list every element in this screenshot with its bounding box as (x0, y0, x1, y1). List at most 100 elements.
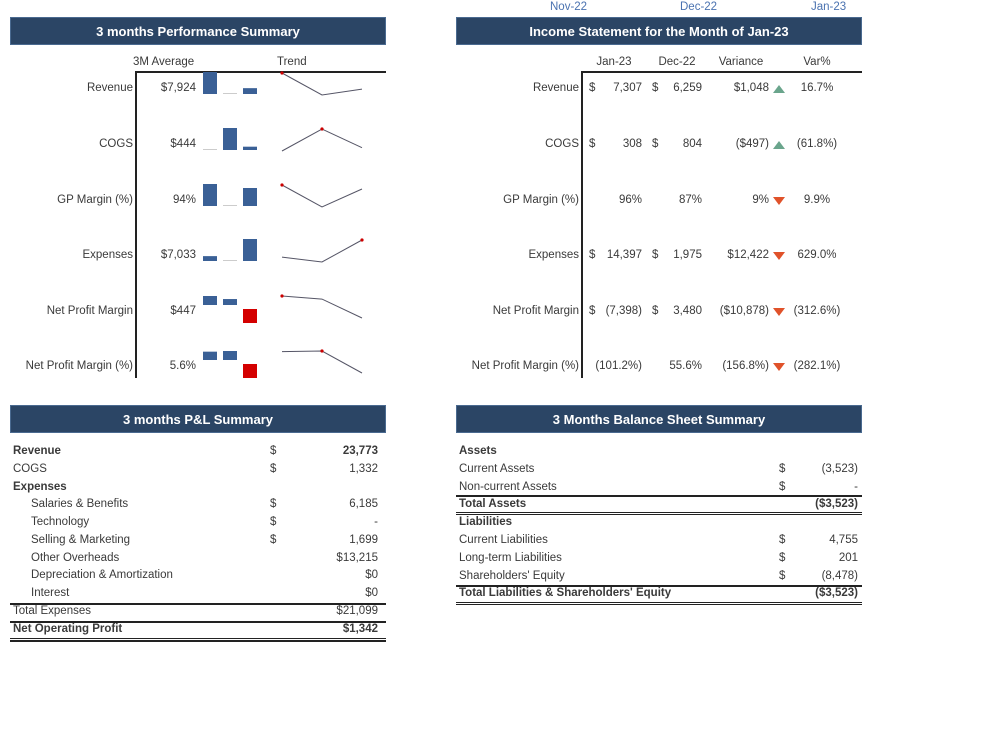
variance-percent: 629.0% (797, 249, 837, 261)
pl-value: $13,215 (336, 551, 378, 564)
trend-marker (280, 71, 284, 75)
trend-line (281, 184, 363, 208)
trend-column-sparkline (203, 128, 257, 150)
metric-label: GP Margin (%) (57, 194, 133, 206)
previous-month-value: 804 (682, 138, 702, 150)
variance-percent: (61.8%) (796, 138, 838, 150)
variance-value: (156.8%) (722, 360, 769, 372)
trend-line (281, 239, 363, 263)
pl-value: $1,342 (342, 622, 378, 635)
balance-value: (8,478) (821, 569, 858, 582)
trend-bar (243, 188, 257, 206)
currency-symbol: $ (589, 138, 596, 150)
pl-label: Interest (31, 587, 70, 599)
variance-value: $12,422 (727, 249, 769, 261)
currency-symbol: $ (589, 82, 596, 94)
metric-average: 94% (172, 194, 196, 206)
trend-marker (360, 238, 364, 242)
variance-percent: 16.7% (800, 82, 834, 94)
balance-value: 4,755 (829, 534, 858, 546)
metric-average: $444 (170, 138, 196, 150)
trend-bar (223, 299, 237, 305)
metric-label: Net Profit Margin (%) (25, 360, 133, 372)
currency-symbol: $ (270, 498, 277, 511)
month-label-dec: Dec-22 (680, 1, 718, 13)
pl-value: - (374, 516, 378, 528)
income-label: GP Margin (%) (503, 194, 579, 206)
balance-value: 201 (838, 551, 858, 564)
trend-bar (203, 351, 217, 360)
currency-symbol: $ (652, 305, 659, 317)
triangle-down-icon (773, 252, 785, 260)
metric-average: $7,924 (160, 82, 196, 94)
pl-label: Technology (31, 516, 90, 528)
balance-label: Long-term Liabilities (459, 551, 562, 564)
divider (10, 603, 386, 605)
pl-label: Depreciation & Amortization (31, 569, 173, 582)
pl-value: $21,099 (336, 604, 378, 617)
currency-symbol: $ (652, 138, 659, 150)
current-month-value: (7,398) (605, 305, 642, 317)
currency-symbol: $ (589, 249, 596, 261)
currency-symbol: $ (779, 480, 786, 493)
balance-sheet-header: 3 Months Balance Sheet Summary (456, 405, 862, 433)
pl-label: Revenue (13, 445, 61, 457)
balance-label: Current Liabilities (459, 534, 548, 546)
trend-line-sparkline (281, 349, 363, 374)
previous-month-value: 3,480 (673, 305, 702, 317)
currency-symbol: $ (652, 249, 659, 261)
trend-line-sparkline (280, 71, 363, 96)
metric-label: Revenue (86, 82, 133, 94)
col-header-varpct: Var% (803, 56, 831, 68)
income-label: COGS (545, 138, 579, 150)
balance-value: ($3,523) (815, 498, 858, 511)
trend-bar (203, 256, 217, 261)
trend-bar (223, 205, 237, 206)
divider (456, 512, 862, 513)
currency-symbol: $ (589, 305, 596, 317)
variance-percent: (312.6%) (793, 305, 841, 317)
col-header-dec: Dec-22 (658, 56, 696, 68)
current-month-value: 308 (622, 138, 642, 150)
balance-label: Liabilities (459, 516, 513, 529)
balance-label: Non-current Assets (459, 480, 557, 493)
trend-line-sparkline (281, 127, 363, 152)
col-header-3m-average: 3M Average (133, 56, 195, 68)
pl-value: $0 (365, 587, 378, 599)
variance-value: $1,048 (733, 82, 769, 94)
trend-bar (223, 128, 237, 150)
trend-bar (223, 93, 237, 94)
col-header-jan: Jan-23 (596, 56, 632, 68)
pl-value: 6,185 (349, 498, 378, 511)
trend-line (281, 72, 363, 96)
trend-bar (243, 309, 257, 323)
trend-marker (280, 294, 284, 298)
trend-bar (203, 184, 217, 206)
triangle-up-icon (773, 141, 785, 149)
variance-value: ($10,878) (719, 305, 769, 317)
trend-line-sparkline (280, 183, 363, 208)
pl-label: Expenses (13, 480, 67, 493)
currency-symbol: $ (779, 569, 786, 582)
pl-label: Salaries & Benefits (31, 498, 129, 511)
trend-bar (223, 260, 237, 261)
balance-label: Assets (459, 445, 497, 457)
balance-value: ($3,523) (815, 587, 858, 600)
trend-marker (320, 127, 324, 131)
metric-average: 5.6% (169, 360, 196, 372)
trend-line (281, 350, 363, 374)
currency-symbol: $ (270, 533, 277, 546)
pl-label: Other Overheads (31, 551, 120, 564)
previous-month-value: 87% (678, 194, 702, 206)
month-label-nov: Nov-22 (550, 1, 588, 13)
month-label-jan: Jan-23 (811, 1, 847, 13)
divider (456, 585, 862, 587)
pl-label: Selling & Marketing (31, 533, 131, 546)
trend-bar (203, 149, 217, 150)
currency-symbol: $ (270, 445, 277, 457)
trend-marker (280, 183, 284, 187)
trend-marker (320, 349, 324, 353)
divider (135, 71, 137, 378)
currency-symbol: $ (270, 516, 277, 528)
metric-label: Net Profit Margin (46, 305, 133, 317)
